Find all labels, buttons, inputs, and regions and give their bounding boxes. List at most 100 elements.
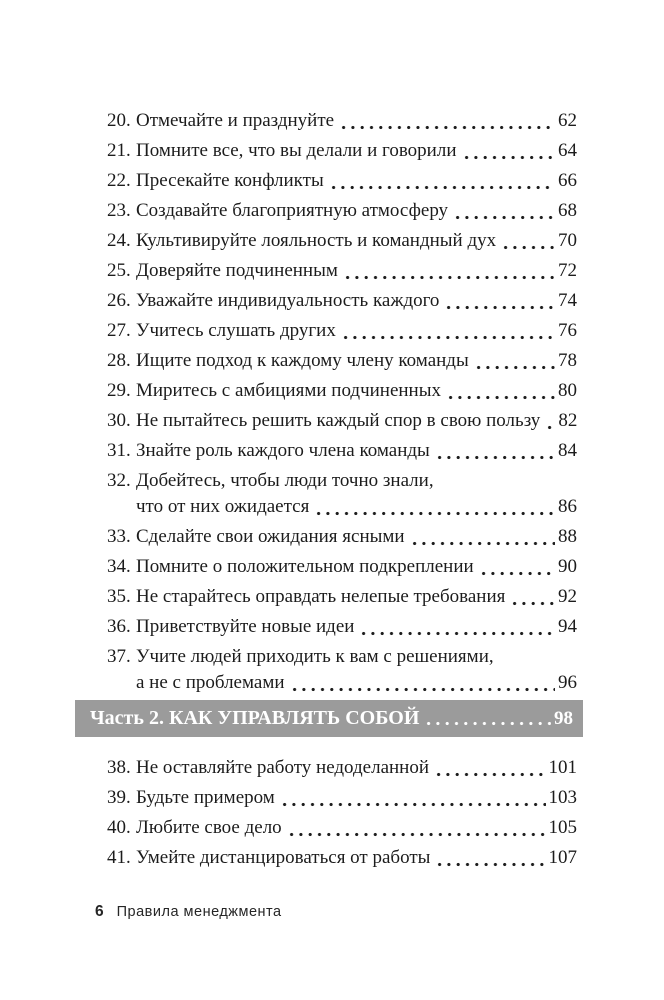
entry-number: 35. xyxy=(107,586,131,607)
dot-leader xyxy=(434,771,546,778)
entry-body: Создавайте благоприятную атмосферу 68 xyxy=(136,198,577,224)
entry-line: Учите людей приходить к вам с решениями, xyxy=(136,644,577,670)
entry-body: Знайте роль каждого члена команды 84 xyxy=(136,438,577,464)
entry-line: Не оставляйте работу недоделанной 101 xyxy=(136,755,577,781)
dot-leader xyxy=(340,334,555,341)
entry-body: Любите свое дело 105 xyxy=(136,815,577,841)
entry-number: 21. xyxy=(107,140,131,161)
toc-entry: 41. Умейте дистанцироваться от работы 107 xyxy=(107,845,577,871)
entry-title: Уважайте индивидуальность каждого xyxy=(136,290,440,311)
entry-number: 41. xyxy=(107,847,131,868)
entry-body: Сделайте свои ожидания ясными 88 xyxy=(136,524,577,550)
entry-line: Знайте роль каждого члена команды 84 xyxy=(136,438,577,464)
entry-page-number: 82 xyxy=(558,410,578,431)
section-title: Часть 2. КАК УПРАВЛЯТЬ СОБОЙ xyxy=(90,707,420,729)
entry-body: Учитесь слушать других 76 xyxy=(136,318,577,344)
entry-number: 25. xyxy=(107,260,131,281)
dot-leader xyxy=(289,686,555,693)
entry-page-number: 105 xyxy=(548,817,578,838)
entry-number: 33. xyxy=(107,526,131,547)
entry-page-number: 94 xyxy=(558,616,577,637)
toc-entry: 36. Приветствуйте новые идеи 94 xyxy=(107,614,577,640)
entry-line: Культивируйте лояльность и командный дух… xyxy=(136,228,577,254)
entry-line: а не с проблемами 96 xyxy=(136,670,577,696)
entry-title: Отмечайте и празднуйте xyxy=(136,110,335,131)
dot-leader xyxy=(434,454,555,461)
entry-title: Добейтесь, чтобы люди точно знали, xyxy=(136,470,434,491)
entry-title: Умейте дистанцироваться от работы xyxy=(136,847,431,868)
entry-body: Ищите подход к каждому члену команды 78 xyxy=(136,348,577,374)
entry-line: Создавайте благоприятную атмосферу 68 xyxy=(136,198,577,224)
toc-entry: 28. Ищите подход к каждому члену команды 7… xyxy=(107,348,577,374)
dot-leader xyxy=(435,861,546,868)
entry-body: Миритесь с амбициями подчиненных 80 xyxy=(136,378,577,404)
entry-line: Уважайте индивидуальность каждого 74 xyxy=(136,288,577,314)
entry-title: Создавайте благоприятную атмосферу xyxy=(136,200,449,221)
entry-page-number: 76 xyxy=(558,320,577,341)
dot-leader xyxy=(424,720,551,727)
entry-line: Помните все, что вы делали и говорили 64 xyxy=(136,138,577,164)
toc-entry: 23. Создавайте благоприятную атмосферу 68 xyxy=(107,198,577,224)
entry-title: Пресекайте конфликты xyxy=(136,170,324,191)
entry-line: Отмечайте и празднуйте 62 xyxy=(136,108,577,134)
toc-entry: 34. Помните о положительном подкреплении 9… xyxy=(107,554,577,580)
dot-leader xyxy=(501,244,555,251)
entry-page-number: 92 xyxy=(558,586,577,607)
entry-line: Любите свое дело 105 xyxy=(136,815,577,841)
entry-number: 40. xyxy=(107,817,131,838)
entry-page-number: 68 xyxy=(558,200,577,221)
entry-body: Уважайте индивидуальность каждого 74 xyxy=(136,288,577,314)
entry-title: Любите свое дело xyxy=(136,817,282,838)
entry-page-number: 72 xyxy=(558,260,577,281)
dot-leader xyxy=(314,510,555,517)
toc-entry: 40. Любите свое дело 105 xyxy=(107,815,577,841)
page-footer: 6 Правила менеджмента xyxy=(95,903,282,921)
entry-page-number: 74 xyxy=(558,290,577,311)
dot-leader xyxy=(473,364,555,371)
entry-line: Помните о положительном подкреплении 90 xyxy=(136,554,577,580)
entry-line: Учитесь слушать других 76 xyxy=(136,318,577,344)
entry-line: Приветствуйте новые идеи 94 xyxy=(136,614,577,640)
dot-leader xyxy=(461,154,555,161)
entry-body: Учите людей приходить к вам с решениями,… xyxy=(136,644,577,696)
entry-title: Не старайтесь оправдать нелепые требован… xyxy=(136,586,506,607)
footer-book-title: Правила менеджмента xyxy=(116,904,282,920)
entry-page-number: 78 xyxy=(558,350,577,371)
section-page-number: 98 xyxy=(554,708,573,729)
toc-entry: 37. Учите людей приходить к вам с решения… xyxy=(107,644,577,696)
entry-body: Приветствуйте новые идеи 94 xyxy=(136,614,577,640)
entry-body: Доверяйте подчиненным 72 xyxy=(136,258,577,284)
entry-title: Не пытайтесь решить каждый спор в свою п… xyxy=(136,410,541,431)
entry-line: Миритесь с амбициями подчиненных 80 xyxy=(136,378,577,404)
entry-body: Умейте дистанцироваться от работы 107 xyxy=(136,845,577,871)
dot-leader xyxy=(478,570,555,577)
entry-title: Культивируйте лояльность и командный дух xyxy=(136,230,497,251)
entry-body: Помните о положительном подкреплении 90 xyxy=(136,554,577,580)
dot-leader xyxy=(286,831,546,838)
entry-title: Приветствуйте новые идеи xyxy=(136,616,355,637)
entry-line: Пресекайте конфликты 66 xyxy=(136,168,577,194)
dot-leader xyxy=(342,274,555,281)
dot-leader xyxy=(446,394,555,401)
toc-entry: 25. Доверяйте подчиненным 72 xyxy=(107,258,577,284)
entry-line: Умейте дистанцироваться от работы 107 xyxy=(136,845,577,871)
entry-number: 22. xyxy=(107,170,131,191)
entry-page-number: 70 xyxy=(558,230,577,251)
entry-title: Учите людей приходить к вам с решениями, xyxy=(136,646,494,667)
entry-number: 27. xyxy=(107,320,131,341)
entry-line: Ищите подход к каждому члену команды 78 xyxy=(136,348,577,374)
dot-leader xyxy=(545,424,556,431)
entry-line: Не старайтесь оправдать нелепые требован… xyxy=(136,584,577,610)
toc-entry: 27. Учитесь слушать других 76 xyxy=(107,318,577,344)
toc-entry: 39. Будьте примером 103 xyxy=(107,785,577,811)
toc-entry: 22. Пресекайте конфликты 66 xyxy=(107,168,577,194)
entry-number: 36. xyxy=(107,616,131,637)
entry-number: 26. xyxy=(107,290,131,311)
table-of-contents: 20. Отмечайте и празднуйте 62 21. Помните вс… xyxy=(75,108,583,871)
toc-entry: 26. Уважайте индивидуальность каждого 74 xyxy=(107,288,577,314)
folio-page-number: 6 xyxy=(95,903,104,920)
entry-title: Доверяйте подчиненным xyxy=(136,260,338,281)
entry-title: что от них ожидается xyxy=(136,496,310,517)
entry-title: Миритесь с амбициями подчиненных xyxy=(136,380,441,401)
toc-entry: 33. Сделайте свои ожидания ясными 88 xyxy=(107,524,577,550)
